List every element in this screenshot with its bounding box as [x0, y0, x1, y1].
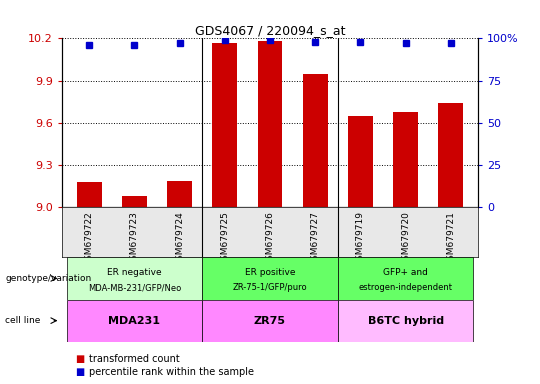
- Text: ER negative: ER negative: [107, 268, 161, 276]
- Text: cell line: cell line: [5, 316, 41, 325]
- Text: GSM679719: GSM679719: [356, 211, 365, 266]
- Text: ZR75: ZR75: [254, 316, 286, 326]
- Text: estrogen-independent: estrogen-independent: [359, 283, 453, 292]
- Text: MDA-MB-231/GFP/Neo: MDA-MB-231/GFP/Neo: [88, 283, 181, 292]
- Bar: [303, 74, 328, 207]
- Text: GSM679722: GSM679722: [85, 211, 94, 266]
- Text: GSM679727: GSM679727: [310, 211, 320, 266]
- Text: transformed count: transformed count: [89, 354, 180, 364]
- Text: GSM679726: GSM679726: [266, 211, 274, 266]
- Title: GDS4067 / 220094_s_at: GDS4067 / 220094_s_at: [195, 24, 345, 37]
- Text: ■: ■: [76, 367, 85, 377]
- Text: GSM679720: GSM679720: [401, 211, 410, 266]
- Text: GSM679725: GSM679725: [220, 211, 230, 266]
- Text: GSM679724: GSM679724: [175, 211, 184, 266]
- Text: GSM679723: GSM679723: [130, 211, 139, 266]
- Text: MDA231: MDA231: [109, 316, 160, 326]
- Text: ■: ■: [76, 354, 85, 364]
- Bar: [77, 182, 102, 207]
- Text: ER positive: ER positive: [245, 268, 295, 276]
- Bar: [258, 41, 282, 207]
- Bar: [393, 112, 418, 207]
- Bar: [66, 257, 202, 300]
- Bar: [202, 257, 338, 300]
- Text: GSM679721: GSM679721: [446, 211, 455, 266]
- Bar: [438, 103, 463, 207]
- Bar: [66, 300, 202, 342]
- Text: percentile rank within the sample: percentile rank within the sample: [89, 367, 254, 377]
- Bar: [348, 116, 373, 207]
- Bar: [167, 180, 192, 207]
- Bar: [212, 43, 237, 207]
- Bar: [202, 300, 338, 342]
- Bar: [338, 300, 474, 342]
- Bar: [338, 257, 474, 300]
- Text: B6TC hybrid: B6TC hybrid: [368, 316, 444, 326]
- Text: genotype/variation: genotype/variation: [5, 274, 92, 283]
- Bar: [122, 196, 147, 207]
- Text: ZR-75-1/GFP/puro: ZR-75-1/GFP/puro: [233, 283, 307, 292]
- Text: GFP+ and: GFP+ and: [383, 268, 428, 276]
